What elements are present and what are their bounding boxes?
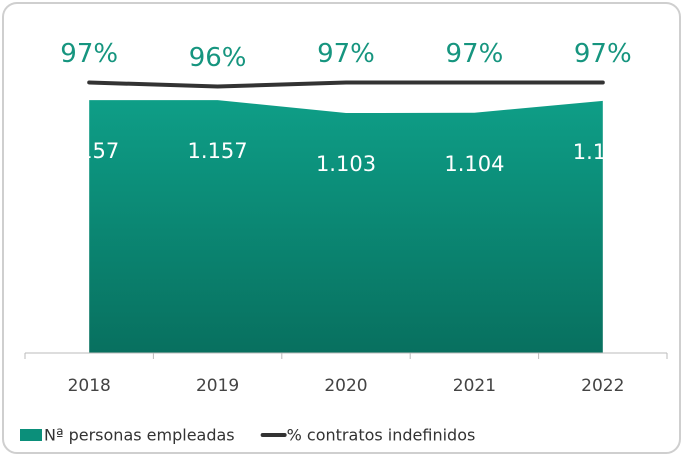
legend-label: % contratos indefinidos	[287, 426, 476, 445]
x-tick-label: 2018	[68, 376, 111, 396]
legend-swatch	[20, 429, 42, 441]
data-label: 1.157	[59, 139, 119, 163]
data-label: 97%	[446, 39, 504, 69]
data-label: 97%	[317, 39, 375, 69]
data-label: 97%	[574, 39, 632, 69]
data-label: 1.104	[444, 152, 504, 176]
data-label: 97%	[60, 39, 118, 69]
area	[89, 100, 603, 353]
x-tick-label: 2021	[453, 376, 496, 396]
data-label: 1.103	[316, 152, 376, 176]
x-tick-label: 2022	[581, 376, 624, 396]
data-label: 1.154	[573, 140, 633, 164]
line	[87, 80, 605, 89]
x-tick-label: 2019	[196, 376, 239, 396]
data-label: 1.157	[188, 139, 248, 163]
x-tick-label: 2020	[324, 376, 367, 396]
legend-label: Nª personas empleadas	[44, 426, 235, 445]
data-label: 96%	[189, 43, 247, 73]
